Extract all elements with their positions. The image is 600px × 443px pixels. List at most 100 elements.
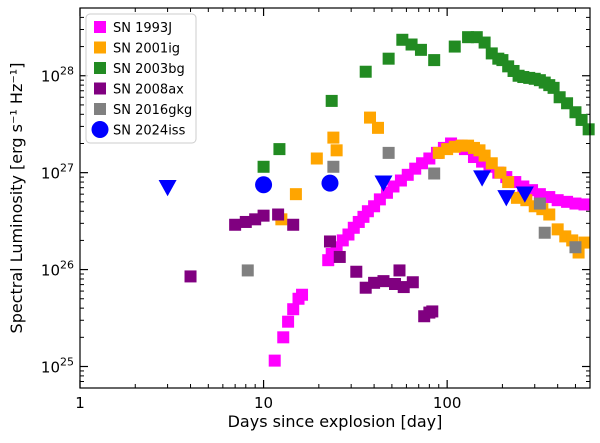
legend-label: SN 2008ax [113, 83, 184, 98]
data-point [382, 146, 395, 159]
data-point [396, 33, 409, 46]
data-point [333, 250, 346, 263]
data-point [494, 166, 507, 179]
x-tick-label: 10 [254, 394, 273, 412]
series-sn-2003bg [257, 31, 595, 173]
data-point [448, 40, 461, 53]
y-tick-labels: 1025 1026 1027 1028 [41, 65, 74, 377]
data-point [272, 208, 285, 221]
x-tick-label: 1 [75, 394, 85, 412]
y-tick-label: 1027 [41, 162, 74, 183]
data-point [533, 197, 546, 210]
data-point [547, 81, 560, 94]
legend-marker [94, 62, 106, 74]
series-sn-2024iss [158, 170, 534, 207]
data-point [184, 270, 197, 283]
data-point [229, 218, 242, 231]
data-point [268, 354, 281, 367]
data-point [371, 121, 384, 134]
legend-marker [91, 121, 109, 138]
legend-marker [94, 103, 106, 115]
data-point [321, 174, 339, 192]
data-point [428, 167, 441, 180]
upper-limit-point [158, 180, 177, 197]
series-sn-2016gkg [241, 146, 582, 277]
x-axis-label: Days since explosion [day] [228, 412, 443, 431]
legend-marker [94, 82, 106, 95]
data-point [364, 111, 377, 124]
data-point [249, 213, 262, 226]
data-point [310, 152, 323, 165]
data-point [377, 275, 390, 288]
legend-label: SN 2001ig [113, 42, 180, 57]
data-point [368, 276, 381, 289]
legend-label: SN 2016gkg [113, 103, 192, 118]
data-point [414, 43, 427, 56]
y-tick-label: 1028 [41, 65, 74, 86]
data-point [327, 131, 340, 144]
plot-frame [79, 7, 591, 389]
data-point [359, 65, 372, 78]
data-point [350, 265, 363, 278]
series-sn-1993j [268, 137, 591, 367]
data-point [569, 241, 582, 254]
data-point [405, 38, 418, 51]
data-point [327, 160, 340, 173]
data-point [239, 215, 252, 228]
legend-item-sn-2008ax: SN 2008ax [94, 82, 184, 98]
x-tick-label: 100 [433, 394, 462, 412]
data-point [582, 123, 595, 136]
data-point [428, 54, 441, 67]
data-point [533, 188, 546, 201]
x-tick-labels: 1 10 100 [75, 394, 461, 412]
data-point [273, 143, 286, 156]
legend-marker [94, 21, 106, 33]
data-point [406, 276, 419, 289]
data-point [578, 198, 591, 211]
data-point [393, 264, 406, 277]
legend: SN 1993J SN 2001ig SN 2003bg SN 2008ax SN 20… [85, 13, 197, 144]
data-point [287, 218, 300, 231]
upper-limit-point [497, 190, 516, 207]
data-point [538, 226, 551, 239]
data-point [551, 194, 564, 207]
data-point [323, 235, 336, 248]
data-point [241, 264, 254, 277]
data-point [277, 331, 290, 344]
y-axis-label: Spectral Luminosity [erg s⁻¹ Hz⁻¹] [7, 63, 26, 334]
data-point [426, 305, 439, 318]
data-point [382, 52, 395, 65]
data-point [496, 54, 509, 67]
data-point [257, 209, 270, 222]
legend-label: SN 1993J [113, 21, 172, 36]
data-point [510, 191, 523, 204]
data-point [478, 36, 491, 49]
data-point [257, 160, 270, 173]
legend-item-sn-2016gkg: SN 2016gkg [94, 103, 192, 118]
legend-label: SN 2024iss [113, 124, 186, 139]
upper-limit-point [515, 186, 534, 203]
minor-ticks [80, 8, 590, 388]
legend-box [85, 13, 197, 144]
data-point [397, 281, 410, 294]
data-point [543, 208, 556, 221]
data-point [289, 188, 302, 201]
y-tick-label: 1026 [41, 259, 74, 280]
legend-marker [94, 41, 106, 54]
legend-item-sn-2003bg: SN 2003bg [94, 62, 185, 77]
series-sn-2008ax [184, 208, 439, 323]
data-point [282, 315, 295, 328]
upper-limit-point [374, 175, 393, 192]
data-point [296, 288, 309, 301]
legend-item-sn-2001ig: SN 2001ig [94, 41, 180, 57]
data-point [575, 113, 588, 126]
legend-label: SN 2003bg [113, 62, 185, 77]
data-point [325, 94, 338, 107]
data-point [485, 157, 498, 170]
data-point [569, 197, 582, 210]
legend-item-sn-2024iss: SN 2024iss [91, 121, 186, 139]
data-point [287, 303, 300, 316]
legend-item-sn-1993j: SN 1993J [94, 21, 172, 36]
upper-limit-point [473, 170, 492, 187]
